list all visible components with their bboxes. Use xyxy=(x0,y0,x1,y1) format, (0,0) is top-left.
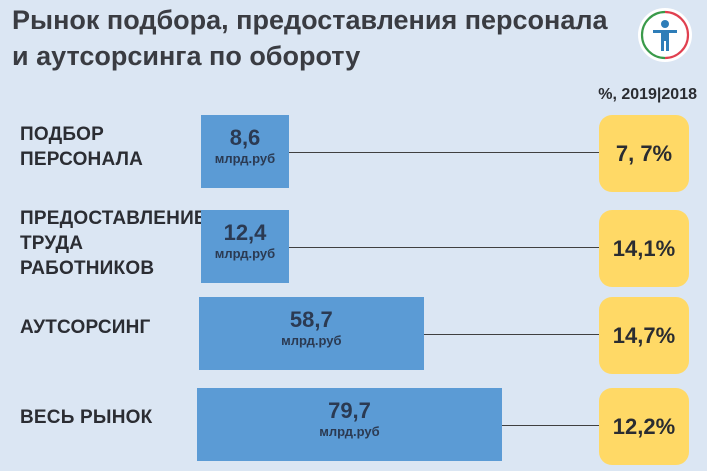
category-label-line: ПРЕДОСТАВЛЕНИЕ xyxy=(20,208,207,229)
column-header: %, 2019|2018 xyxy=(598,86,697,103)
connector-line xyxy=(502,424,599,426)
percent-change-box: 12,2% xyxy=(599,388,689,465)
bar-value-label: 79,7 xyxy=(328,398,371,423)
connector-line xyxy=(289,151,599,153)
category-label: ВЕСЬ РЫНОК xyxy=(20,405,152,430)
bar: 79,7 млрд.руб xyxy=(197,388,502,461)
title-line-2: и аутсорсинга по обороту xyxy=(12,41,361,71)
category-label-line: ВЕСЬ РЫНОК xyxy=(20,407,153,428)
chart-title: Рынок подбора, предоставления персонала … xyxy=(12,2,608,74)
bar-value-label: 12,4 xyxy=(223,220,267,245)
bar-unit-label: млрд.руб xyxy=(214,246,276,261)
bar: 12,4 млрд.руб xyxy=(201,210,289,283)
connector-line xyxy=(423,333,599,335)
percent-change-box: 14,1% xyxy=(599,210,689,287)
category-label-line: РАБОТНИКОВ xyxy=(20,258,155,279)
category-label-line: ПОДБОР xyxy=(20,124,105,145)
percent-change-box: 7, 7% xyxy=(599,115,689,192)
category-label: ПОДБОР ПЕРСОНАЛА xyxy=(20,122,143,172)
category-label: АУТСОРСИНГ xyxy=(20,315,151,340)
bar-unit-label: млрд.руб xyxy=(214,151,276,166)
category-label-line: АУТСОРСИНГ xyxy=(20,317,151,338)
category-label-line: ПЕРСОНАЛА xyxy=(20,149,144,170)
connector-line xyxy=(289,246,599,248)
bar-unit-label: млрд.руб xyxy=(281,333,342,348)
association-logo-icon xyxy=(638,8,692,62)
category-label-line: ТРУДА xyxy=(20,233,84,254)
bar-value-label: 8,6 xyxy=(229,125,261,150)
bar-value-label: 58,7 xyxy=(289,307,333,332)
percent-change-box: 14,7% xyxy=(599,297,689,374)
bar: 8,6 млрд.руб xyxy=(201,115,289,188)
bar-unit-label: млрд.руб xyxy=(319,424,380,439)
category-label: ПРЕДОСТАВЛЕНИЕ ТРУДА РАБОТНИКОВ xyxy=(20,206,207,281)
title-line-1: Рынок подбора, предоставления персонала xyxy=(12,5,608,35)
bar: 58,7 млрд.руб xyxy=(199,297,424,370)
